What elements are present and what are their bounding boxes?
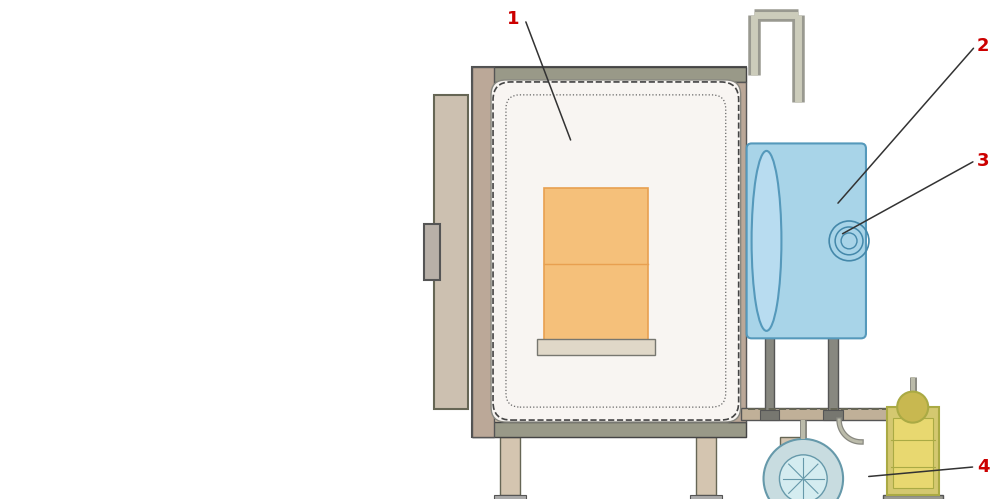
Ellipse shape	[752, 151, 781, 331]
Bar	[765, 334, 774, 412]
Text: 4: 4	[977, 458, 990, 476]
Bar	[537, 338, 655, 355]
Bar	[544, 188, 648, 340]
Bar	[696, 437, 716, 494]
Bar	[434, 95, 468, 409]
Text: 1: 1	[507, 10, 519, 29]
Bar	[728, 82, 746, 422]
FancyBboxPatch shape	[491, 80, 741, 422]
Bar	[472, 67, 494, 437]
Bar	[893, 418, 933, 488]
Circle shape	[779, 455, 827, 500]
FancyBboxPatch shape	[747, 144, 866, 338]
Circle shape	[897, 392, 928, 422]
Bar	[780, 437, 800, 494]
Bar	[472, 67, 746, 437]
Bar	[887, 407, 939, 494]
Bar	[760, 410, 779, 420]
Bar	[823, 410, 843, 420]
Bar	[494, 494, 526, 500]
Bar	[690, 494, 722, 500]
Bar	[472, 67, 746, 82]
Text: 3: 3	[977, 152, 990, 170]
Bar	[828, 334, 838, 412]
Bar	[424, 224, 440, 280]
Bar	[741, 408, 925, 420]
Bar	[472, 422, 746, 437]
Bar	[774, 494, 806, 500]
Text: 2: 2	[977, 37, 990, 55]
Bar	[500, 437, 520, 494]
Circle shape	[764, 439, 843, 500]
Bar	[883, 494, 943, 500]
